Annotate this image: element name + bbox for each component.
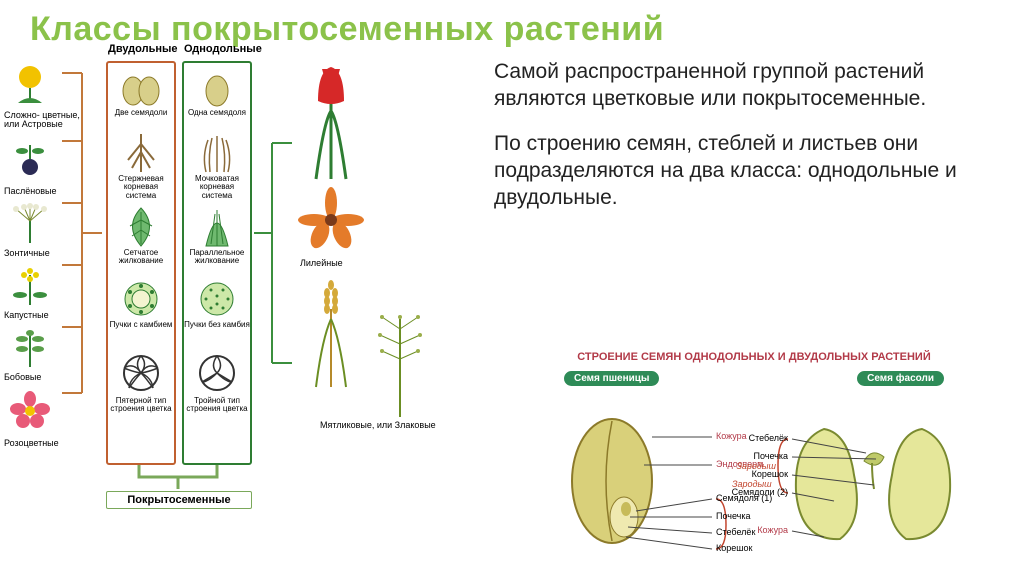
text-panel: Самой распространенной группой растений … xyxy=(480,55,1024,575)
column-dicot: Двудольные Две семядоли Стержневая корне… xyxy=(106,61,176,465)
classification-panel: Сложно- цветные, или Астровые Паслёновые… xyxy=(0,55,480,575)
mono-cap-2: Параллельное жилкование xyxy=(184,249,250,266)
plant-panicle xyxy=(370,299,430,419)
monocot-header: Однодольные xyxy=(184,43,250,55)
mono-flower-icon xyxy=(188,349,246,397)
plant-wheat xyxy=(296,279,366,389)
mono-root-icon xyxy=(188,129,246,177)
plant-brassicaceae xyxy=(8,265,52,309)
plant-lily xyxy=(296,185,366,255)
seed-diagram-title: СТРОЕНИЕ СЕМЯН ОДНОДОЛЬНЫХ И ДВУДОЛЬНЫХ … xyxy=(504,351,1004,363)
bracket-left xyxy=(52,63,106,443)
mono-cap-0: Одна семядоля xyxy=(184,109,250,117)
base-label: Покрытосеменные xyxy=(106,491,252,509)
mono-stem-icon xyxy=(188,275,246,323)
plant-fabaceae xyxy=(8,327,52,371)
paragraph-1: Самой распространенной группой растений … xyxy=(494,59,1006,113)
dicot-flower-icon xyxy=(112,349,170,397)
wheat-lab-3: Почечка xyxy=(716,511,751,521)
bean-lab-3: Семядоли (2) xyxy=(712,487,788,497)
bean-embryo: Зародыш xyxy=(736,461,776,471)
dicot-header: Двудольные xyxy=(108,43,174,55)
mono-cap-3: Пучки без камбия xyxy=(184,321,250,329)
plant-rosaceae xyxy=(8,389,52,433)
bracket-base xyxy=(106,463,250,493)
family-label-poaceae: Мятликовые, или Злаковые xyxy=(320,421,440,430)
dicot-cap-2: Сетчатое жилкование xyxy=(108,249,174,266)
mono-leaf-icon xyxy=(188,203,246,251)
bean-lab-0: Стебелёк xyxy=(712,433,788,443)
dicot-cap-1: Стержневая корневая система xyxy=(108,175,174,200)
dicot-cap-4: Пятерной тип строения цветка xyxy=(108,397,174,414)
wheat-lab-5: Корешок xyxy=(716,543,752,553)
paragraph-2: По строению семян, стеблей и листьев они… xyxy=(494,131,1006,212)
dicot-cap-3: Пучки с камбием xyxy=(108,321,174,329)
plant-tulip xyxy=(296,61,366,181)
bean-lab-1: Почечка xyxy=(712,451,788,461)
mono-cap-4: Тройной тип строения цветка xyxy=(184,397,250,414)
plant-apiaceae xyxy=(8,203,52,247)
dicot-root-icon xyxy=(112,129,170,177)
seed-diagram: СТРОЕНИЕ СЕМЯН ОДНОДОЛЬНЫХ И ДВУДОЛЬНЫХ … xyxy=(504,351,1004,571)
plant-dandelion xyxy=(8,63,52,107)
mono-cap-1: Мочковатая корневая система xyxy=(184,175,250,200)
dicot-stem-icon xyxy=(112,275,170,323)
dicot-leaf-icon xyxy=(112,203,170,251)
main-layout: Сложно- цветные, или Астровые Паслёновые… xyxy=(0,55,1024,575)
family-label-liliaceae: Лилейные xyxy=(300,259,390,268)
bean-lab-4: Кожура xyxy=(712,525,788,535)
dicot-cap-0: Две семядоли xyxy=(108,109,174,117)
column-monocot: Однодольные Одна семядоля Мочковатая кор… xyxy=(182,61,252,465)
plant-solanaceae xyxy=(8,141,52,185)
